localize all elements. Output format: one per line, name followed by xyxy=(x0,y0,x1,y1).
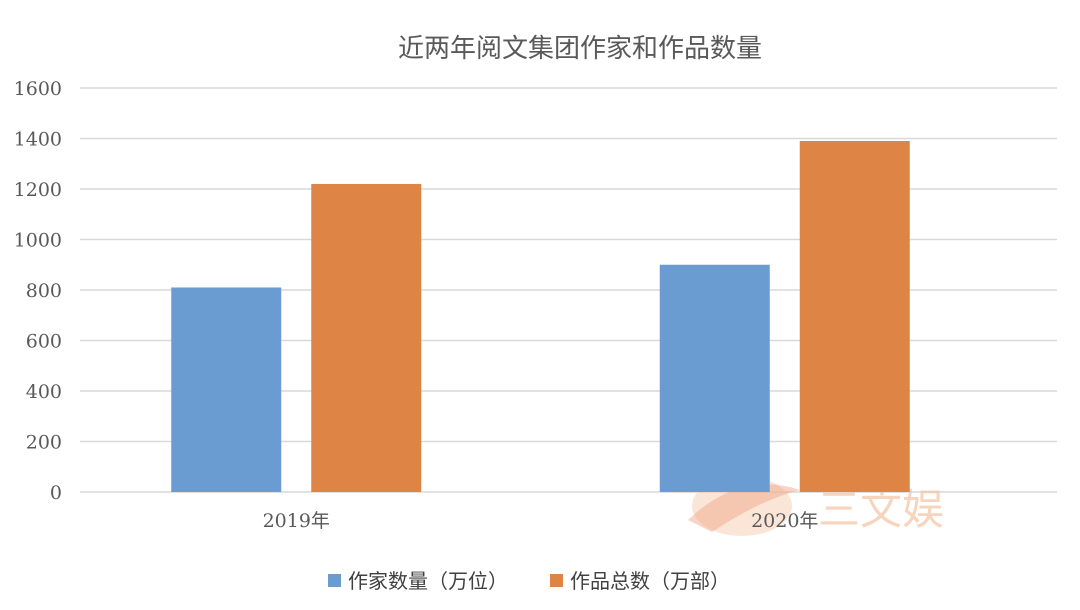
legend: 作家数量（万位） 作品总数（万部） xyxy=(328,569,730,593)
chart-title: 近两年阅文集团作家和作品数量 xyxy=(398,34,762,64)
y-tick-label: 0 xyxy=(50,482,62,504)
bar-2-2 xyxy=(799,141,910,492)
legend-label: 作品总数（万部） xyxy=(570,569,730,593)
y-tick-label: 800 xyxy=(26,280,62,302)
legend-swatch xyxy=(328,574,341,587)
bar-1-1 xyxy=(171,287,282,492)
legend-label: 作家数量（万位） xyxy=(348,569,508,593)
y-tick-label: 1000 xyxy=(14,230,62,252)
y-tick-label: 1400 xyxy=(14,129,62,151)
y-tick-label: 400 xyxy=(26,381,62,403)
bars xyxy=(171,141,910,492)
x-tick-label: 2020年 xyxy=(751,510,818,532)
bar-1-2 xyxy=(659,264,770,492)
watermark-swoosh-icon xyxy=(688,484,800,532)
y-tick-label: 200 xyxy=(26,432,62,454)
x-axis: 2019年 2020年 xyxy=(263,510,819,532)
y-tick-label: 1200 xyxy=(14,179,62,201)
legend-swatch xyxy=(550,574,563,587)
y-tick-label: 600 xyxy=(26,331,62,353)
x-tick-label: 2019年 xyxy=(263,510,330,532)
y-axis: 0 200 400 600 800 1000 1200 1400 1600 xyxy=(14,78,62,504)
bar-2-1 xyxy=(311,183,422,492)
watermark-text: 三文娱 xyxy=(818,485,944,534)
y-tick-label: 1600 xyxy=(14,78,62,100)
